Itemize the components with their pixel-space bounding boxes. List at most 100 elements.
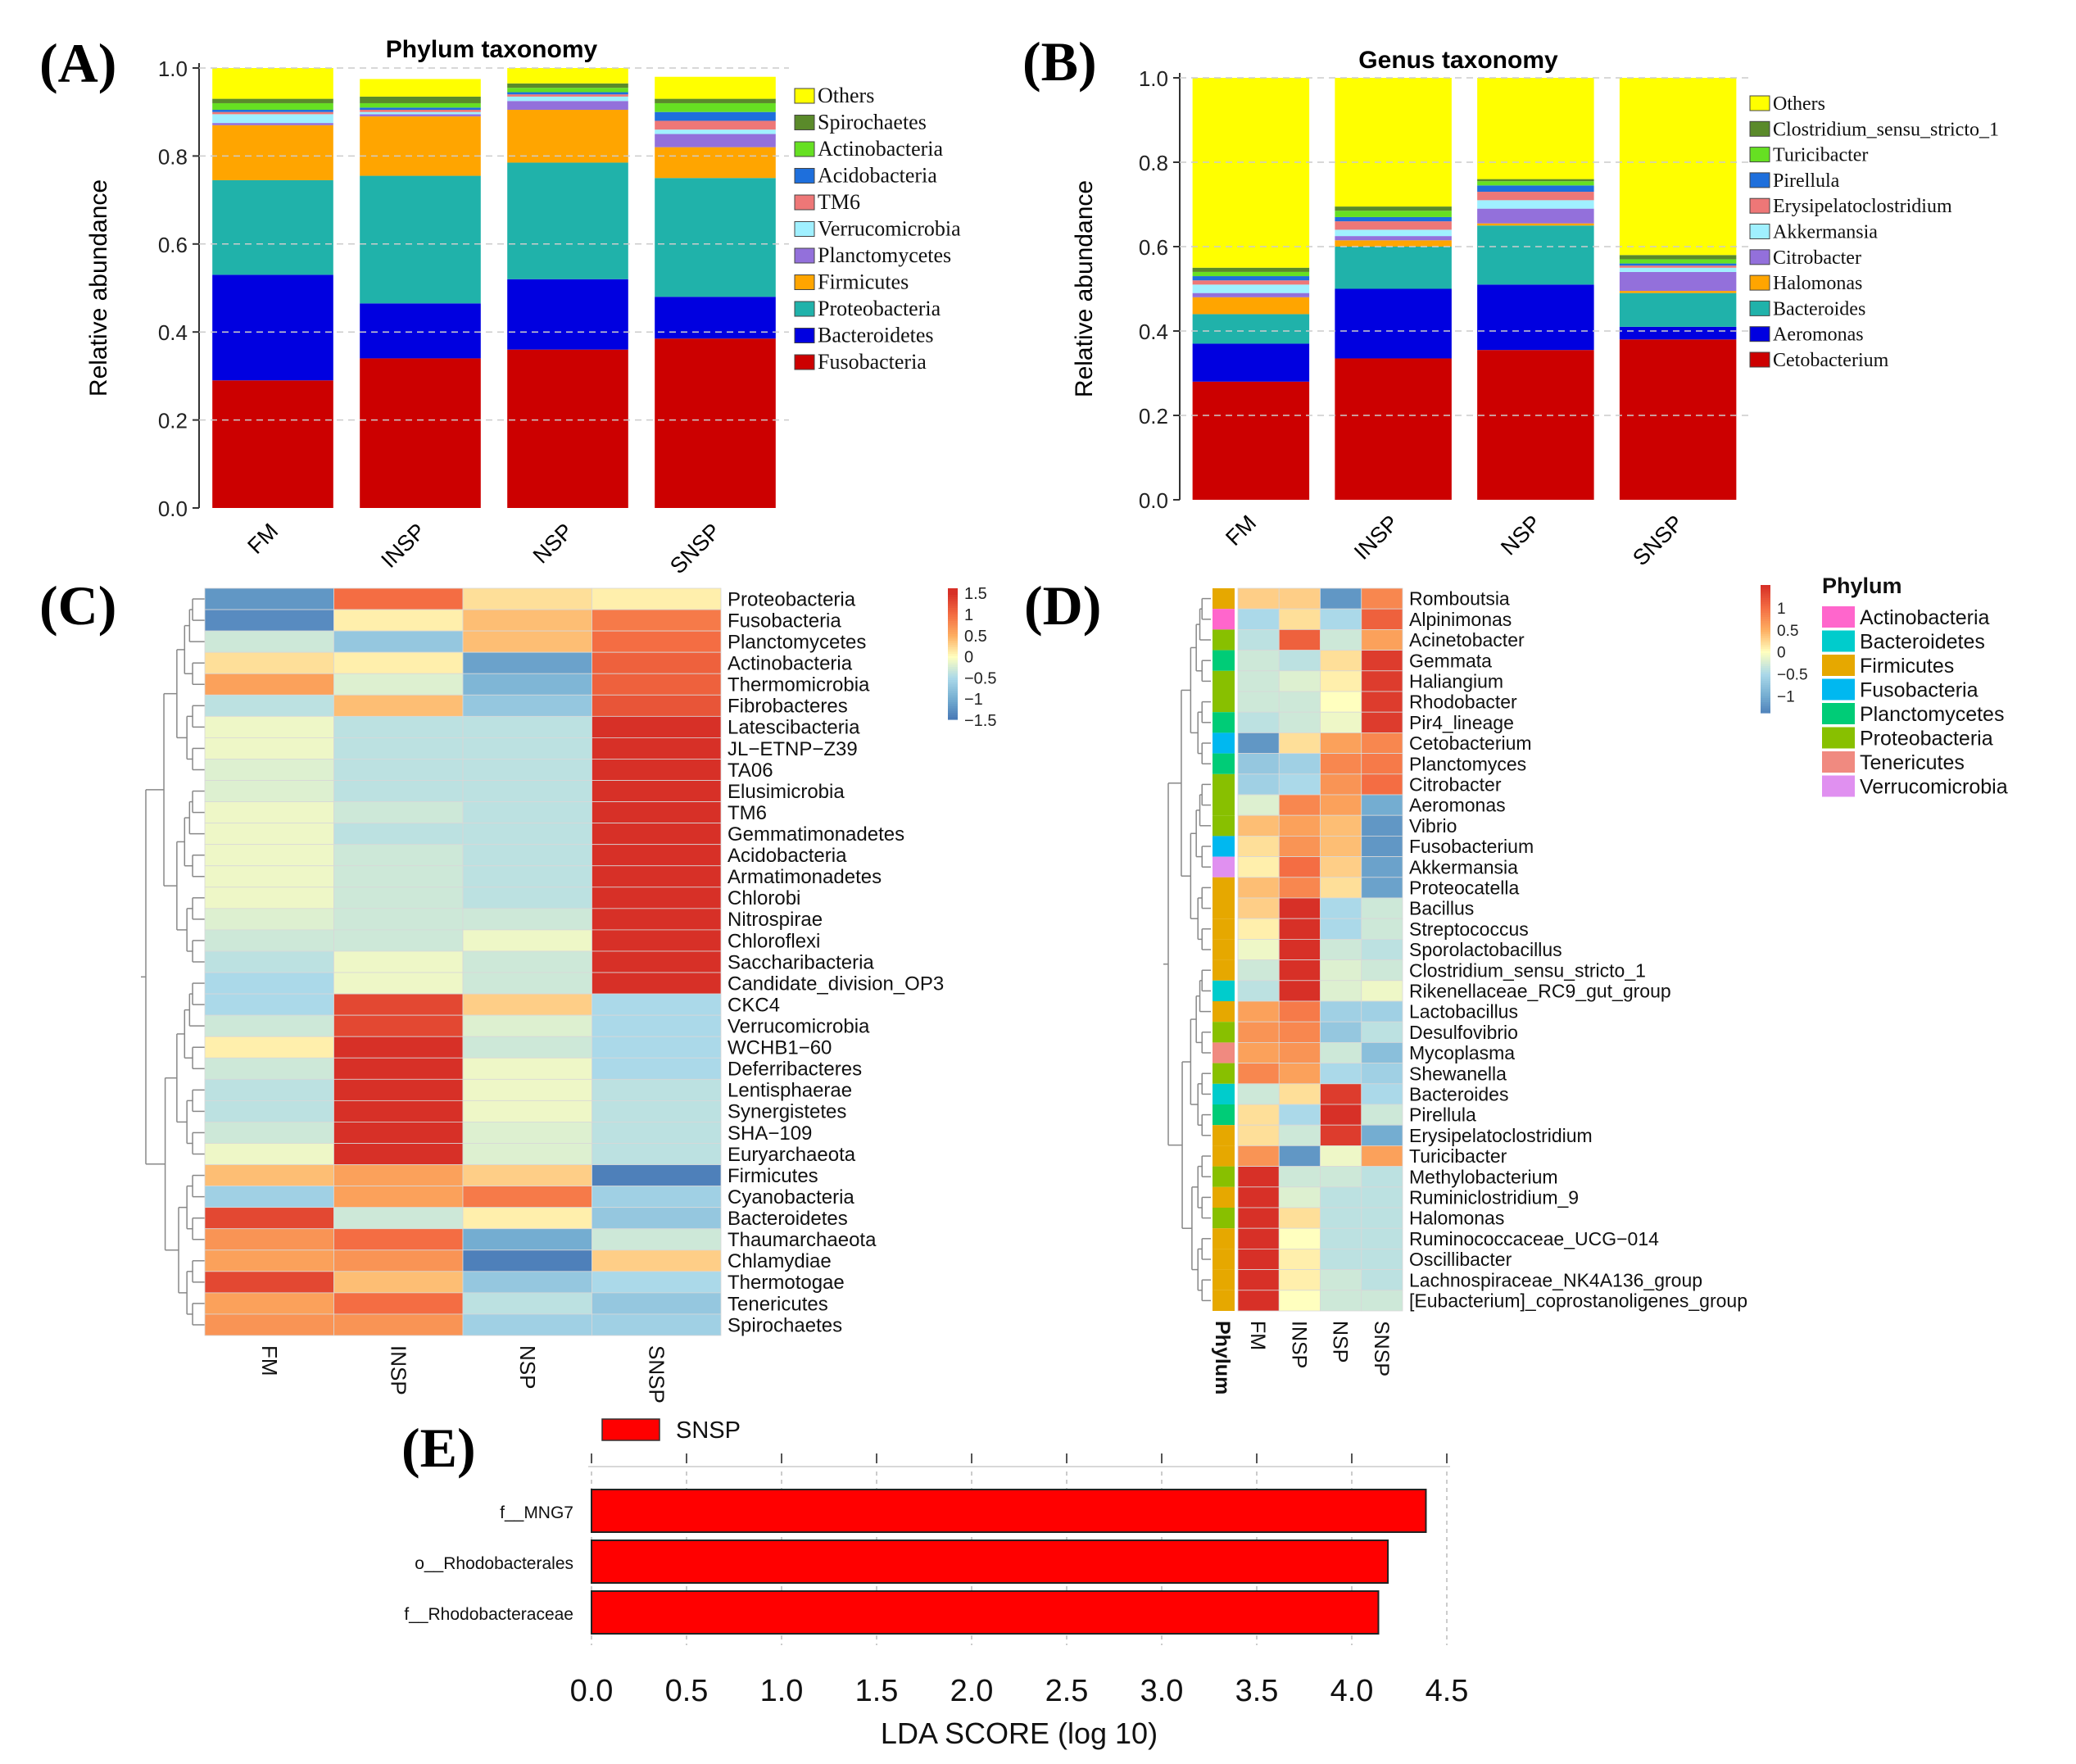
heatmap-cell-romboutsia-snsp <box>1361 587 1403 610</box>
y-tick-label: 1.0 <box>158 57 188 81</box>
heatmap-cell-ruminococcaceae-ucg-014-insp <box>1278 1227 1321 1249</box>
colorbar-step <box>948 680 958 683</box>
bar-segment-aeromonas-nsp <box>1477 284 1594 351</box>
colorbar-step <box>948 616 958 619</box>
heatmap-cell-fusobacterium-snsp <box>1361 836 1403 858</box>
heatmap-cell-rhodobacter-insp <box>1278 691 1321 713</box>
heatmap-cell-alpinimonas-fm <box>1237 608 1280 630</box>
row-label: Chlorobi <box>728 887 800 909</box>
phylum-annotation-lachnospiraceae-nk4a136-group <box>1213 1269 1235 1290</box>
row-label: Proteocatella <box>1409 877 1519 898</box>
heatmap-cell-streptococcus-nsp <box>1320 918 1362 940</box>
heatmap-cell-cetobacterium-fm <box>1237 732 1280 755</box>
bar-segment-fusobacteria-insp <box>360 358 481 508</box>
bar-segment-cetobacterium-snsp <box>1619 339 1737 500</box>
y-tick-label: 0.2 <box>158 409 188 433</box>
heatmap-cell-shewanella-insp <box>1278 1063 1321 1085</box>
heatmap-cell-planctomycetes-nsp <box>462 630 592 653</box>
phylum-annotation-streptococcus <box>1213 918 1235 940</box>
colorbar-step <box>948 701 958 705</box>
heatmap-cell-rhodobacter-snsp <box>1361 691 1403 713</box>
row-label: Firmicutes <box>728 1165 818 1187</box>
legend-swatch-proteobacteria <box>794 301 815 317</box>
colorbar-tick-label: 0 <box>1777 645 1786 662</box>
colorbar-step <box>948 708 958 711</box>
bar-segment-erysipelatoclostridium-fm <box>1192 280 1310 285</box>
heatmap-cell-proteocatella-snsp <box>1361 877 1403 899</box>
x-tick-label: 2.5 <box>1045 1674 1089 1708</box>
row-label: Alpinimonas <box>1409 609 1512 630</box>
column-label: FM <box>257 1345 282 1376</box>
heatmap-cell-deferribacteres-nsp <box>462 1057 592 1080</box>
bar-segment-aeromonas-insp <box>1335 288 1452 359</box>
column-label: NSP <box>515 1345 540 1389</box>
heatmap-cell-pirellula-nsp <box>1320 1104 1362 1126</box>
panel-a: (A) Phylum taxonomy Relative abundance 0.0 0… <box>39 32 961 578</box>
phylum-legend-swatch-firmicutes <box>1822 655 1855 676</box>
colorbar-step <box>1761 710 1770 714</box>
colorbar-step <box>948 662 958 665</box>
colorbar-step <box>948 588 958 592</box>
legend-label: Bacteroides <box>1773 298 1865 320</box>
heatmap-cell-haliangium-snsp <box>1361 670 1403 692</box>
legend-swatch-tm6 <box>794 194 815 211</box>
bar-segment-verrucomicrobia-fm <box>212 114 333 124</box>
row-label: Streptococcus <box>1409 918 1529 940</box>
bar-segment-akkermansia-nsp <box>1477 200 1594 209</box>
colorbar-step <box>1761 687 1770 690</box>
phylum-legend-label: Verrucomicrobia <box>1860 776 2008 799</box>
heatmap-cell-armatimonadetes-fm <box>204 865 334 888</box>
heatmap-cell-chlamydiae-snsp <box>592 1249 722 1272</box>
bar-segment-halomonas-fm <box>1192 297 1310 315</box>
heatmap-cell-tm6-fm <box>204 801 334 824</box>
heatmap-cell-tenericutes-snsp <box>592 1292 722 1315</box>
phylum-legend-swatch-fusobacteria <box>1822 678 1855 701</box>
heatmap-cell-rikenellaceae-rc9-gut-group-snsp <box>1361 980 1403 1002</box>
colorbar-step <box>948 713 958 716</box>
bar-segment-cetobacterium-insp <box>1335 358 1452 500</box>
colorbar-step <box>948 619 958 622</box>
phylum-annotation-ruminococcaceae-ucg-014 <box>1213 1228 1235 1249</box>
heatmap-cell-planctomyces-snsp <box>1361 753 1403 775</box>
row-label: Bacteroidetes <box>728 1208 848 1230</box>
heatmap-cell-erysipelatoclostridium-nsp <box>1320 1124 1362 1146</box>
row-label: Citrobacter <box>1409 773 1502 795</box>
colorbar-step <box>1761 674 1770 678</box>
heatmap-cell-synergistetes-fm <box>204 1100 334 1122</box>
heatmap-cell-bacillus-insp <box>1278 897 1321 919</box>
colorbar-step <box>1761 596 1770 599</box>
colorbar-tick-label: −0.5 <box>964 669 996 687</box>
heatmap-cell-ruminiclostridium-9-snsp <box>1361 1186 1403 1208</box>
heatmap-cell-desulfovibrio-insp <box>1278 1021 1321 1043</box>
heatmap-cell-firmicutes-fm <box>204 1164 334 1186</box>
heatmap-cell-thermotogae-fm <box>204 1271 334 1294</box>
heatmap-cell-mycoplasma-nsp <box>1320 1042 1362 1064</box>
heatmap-cell-euryarchaeota-fm <box>204 1143 334 1165</box>
colorbar-tick-label: −1 <box>964 691 983 709</box>
heatmap-cell-bacteroidetes-insp <box>333 1207 464 1230</box>
colorbar-step <box>1761 617 1770 620</box>
heatmap-cell-fusobacteria-nsp <box>462 609 592 632</box>
column-label: SNSP <box>1370 1321 1393 1376</box>
heatmap-cell-chlamydiae-insp <box>333 1249 464 1272</box>
y-tick-label: 0.8 <box>158 144 188 169</box>
heatmap-cell-euryarchaeota-snsp <box>592 1143 722 1165</box>
heatmap-cell-verrucomicrobia-fm <box>204 1014 334 1037</box>
legend-swatch-fusobacteria <box>794 354 815 370</box>
colorbar-step <box>1761 678 1770 682</box>
heatmap-cell-lactobacillus-nsp <box>1320 1000 1362 1023</box>
row-label: Planctomyces <box>1409 753 1526 774</box>
legend-swatch-others <box>1749 95 1770 111</box>
colorbar-step <box>1761 601 1770 605</box>
bar-segment-tm6-insp <box>360 110 481 112</box>
phylum-annotation-cetobacterium <box>1213 732 1235 754</box>
colorbar-step <box>1761 632 1770 635</box>
bar-segment-planctomycetes-nsp <box>507 101 628 111</box>
heatmap-cell-gemmata-nsp <box>1320 650 1362 672</box>
row-label: Candidate_division_OP3 <box>728 973 944 995</box>
heatmap-cell-armatimonadetes-insp <box>333 865 464 888</box>
heatmap-cell-aeromonas-snsp <box>1361 794 1403 816</box>
bar-segment-verrucomicrobia-snsp <box>655 129 776 134</box>
colorbar-step <box>948 621 958 624</box>
colorbar-step <box>948 590 958 593</box>
